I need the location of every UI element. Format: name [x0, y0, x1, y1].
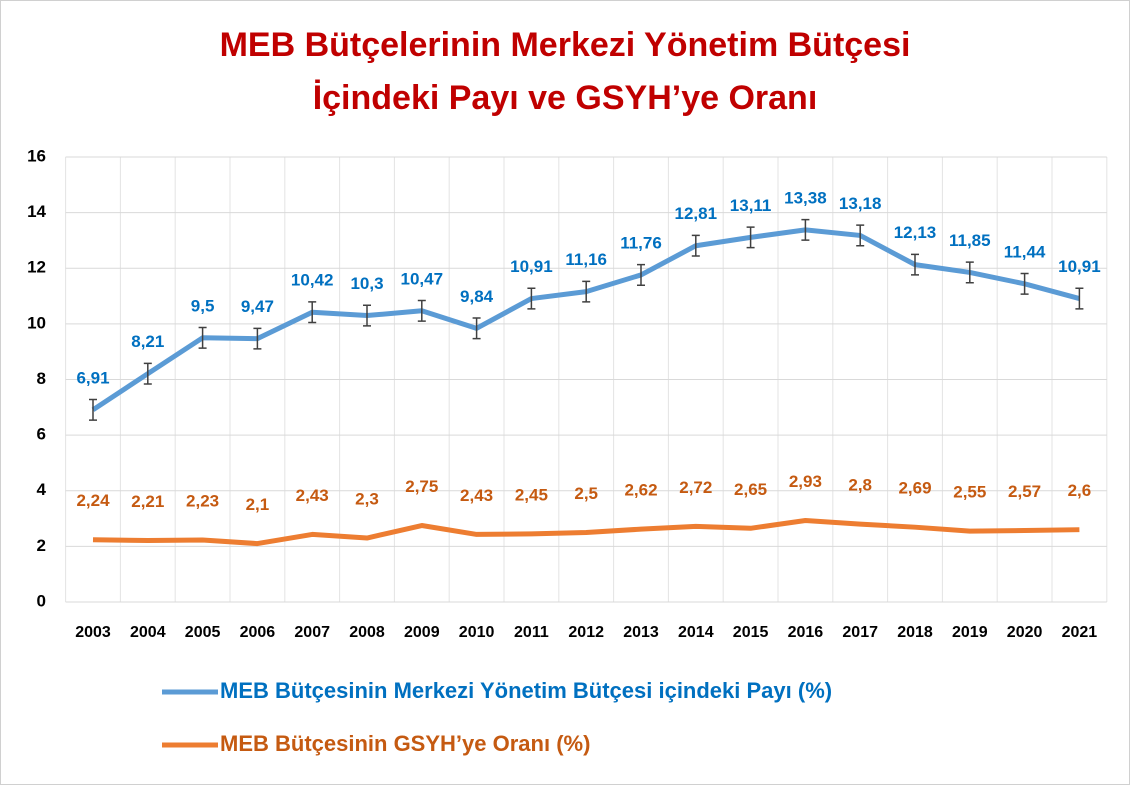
- data-label: 9,84: [460, 287, 494, 306]
- error-bar: [1020, 272, 1029, 295]
- data-label: 8,21: [131, 332, 164, 351]
- data-label: 2,5: [574, 484, 598, 503]
- error-bar: [198, 326, 207, 349]
- data-label: 2,65: [734, 480, 767, 499]
- error-bar: [856, 224, 865, 247]
- error-bar: [637, 263, 645, 286]
- error-bar: [965, 261, 974, 284]
- data-label: 10,91: [510, 257, 553, 276]
- x-tick-label: 2004: [130, 624, 166, 641]
- x-tick-label: 2021: [1062, 624, 1098, 641]
- data-label: 10,42: [291, 271, 334, 290]
- chart-title: MEB Bütçelerinin Merkezi Yönetim Bütçesi: [220, 26, 911, 64]
- data-label: 2,3: [355, 490, 379, 509]
- series-line: [92, 518, 1080, 547]
- data-label: 2,93: [789, 472, 822, 491]
- x-tick-label: 2015: [733, 624, 769, 641]
- y-tick-label: 0: [37, 591, 46, 610]
- data-label: 2,62: [624, 481, 657, 500]
- data-label: 6,91: [76, 368, 109, 387]
- data-label: 2,43: [296, 486, 329, 505]
- data-label: 2,75: [405, 477, 438, 496]
- error-bar: [417, 299, 426, 322]
- x-tick-label: 2014: [678, 624, 714, 641]
- error-bar: [691, 234, 700, 257]
- error-bar: [308, 301, 317, 324]
- data-label: 2,69: [898, 479, 931, 498]
- x-tick-label: 2006: [240, 624, 276, 641]
- data-label: 2,24: [76, 491, 110, 510]
- data-label: 9,47: [241, 297, 274, 316]
- error-bar: [363, 304, 371, 327]
- data-label: 2,23: [186, 491, 219, 510]
- x-tick-label: 2012: [568, 624, 604, 641]
- data-label: 2,8: [848, 476, 872, 495]
- x-tick-label: 2016: [788, 624, 824, 641]
- error-bar: [582, 280, 591, 303]
- error-bar: [472, 317, 481, 340]
- chart-title: İçindeki Payı ve GSYH’ye Oranı: [313, 79, 818, 117]
- data-label: 11,76: [620, 233, 662, 252]
- y-tick-label: 16: [27, 146, 46, 165]
- x-tick-label: 2017: [842, 624, 878, 641]
- x-tick-label: 2003: [75, 624, 111, 641]
- error-bar: [527, 287, 536, 310]
- data-label: 2,6: [1068, 481, 1092, 500]
- data-label: 2,55: [953, 483, 986, 502]
- y-tick-label: 6: [37, 425, 46, 444]
- y-tick-label: 8: [37, 369, 46, 388]
- data-label: 10,47: [401, 269, 444, 288]
- data-label: 12,13: [894, 223, 937, 242]
- y-tick-label: 12: [27, 258, 46, 277]
- error-bar: [89, 398, 97, 421]
- x-tick-label: 2013: [623, 624, 659, 641]
- data-label: 10,91: [1058, 257, 1101, 276]
- data-label: 13,38: [784, 188, 827, 207]
- x-tick-label: 2011: [514, 624, 549, 641]
- x-tick-label: 2019: [952, 624, 988, 641]
- x-tick-label: 2020: [1007, 624, 1043, 641]
- legend-label: MEB Bütçesinin GSYH’ye Oranı (%): [220, 731, 590, 756]
- x-tick-label: 2018: [897, 624, 933, 641]
- data-label: 2,45: [515, 485, 548, 504]
- x-tick-label: 2010: [459, 624, 495, 641]
- x-tick-label: 2009: [404, 624, 440, 641]
- data-label: 13,11: [730, 196, 772, 215]
- data-label: 2,43: [460, 486, 493, 505]
- y-tick-label: 4: [37, 480, 47, 499]
- error-bar: [911, 253, 919, 276]
- y-tick-label: 14: [27, 202, 46, 221]
- data-label: 9,5: [191, 296, 215, 315]
- data-label: 2,21: [131, 492, 164, 511]
- y-tick-label: 10: [27, 313, 46, 332]
- x-tick-label: 2005: [185, 624, 221, 641]
- error-bar: [746, 226, 755, 249]
- error-bar: [1075, 287, 1084, 310]
- data-label: 10,3: [350, 274, 383, 293]
- data-label: 11,85: [949, 231, 991, 250]
- data-label: 2,57: [1008, 482, 1041, 501]
- data-label: 11,44: [1004, 242, 1046, 261]
- error-bar: [253, 327, 262, 350]
- data-label: 2,1: [246, 495, 270, 514]
- x-tick-label: 2007: [294, 624, 330, 641]
- error-bar: [801, 218, 810, 241]
- legend-label: MEB Bütçesinin Merkezi Yönetim Bütçesi i…: [220, 678, 832, 703]
- data-label: 2,72: [679, 478, 712, 497]
- data-label: 11,16: [565, 250, 607, 269]
- data-label: 12,81: [675, 204, 718, 223]
- x-tick-label: 2008: [349, 624, 385, 641]
- error-bar: [143, 362, 152, 385]
- data-label: 13,18: [839, 194, 882, 213]
- y-tick-label: 2: [37, 536, 46, 555]
